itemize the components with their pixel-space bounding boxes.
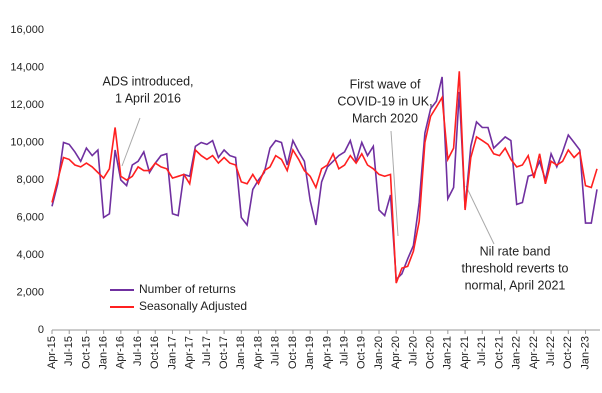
- x-tick-label: Oct-18: [287, 336, 299, 369]
- x-tick-label: Jan-21: [442, 336, 454, 370]
- x-tick-label: Jul-20: [407, 336, 419, 366]
- x-tick-label: Jul-15: [63, 336, 75, 366]
- x-tick-label: Oct-22: [562, 336, 574, 369]
- x-tick-label: Apr-19: [321, 336, 333, 369]
- x-tick-label: Oct-15: [80, 336, 92, 369]
- series-line: [51, 71, 598, 284]
- legend-label: Seasonally Adjusted: [139, 299, 247, 313]
- y-tick-label: 0: [38, 324, 44, 336]
- y-tick-label: 16,000: [10, 24, 44, 36]
- y-tick-label: 8,000: [16, 174, 44, 186]
- x-tick-label: Jul-17: [201, 336, 213, 366]
- x-tick-label: Oct-20: [425, 336, 437, 369]
- y-tick-label: 4,000: [16, 249, 44, 261]
- x-tick-label: Oct-16: [149, 336, 161, 369]
- annotation: ADS introduced,: [102, 74, 193, 88]
- annotation-leader: [465, 185, 495, 245]
- x-tick-label: Jul-18: [270, 336, 282, 366]
- annotation: March 2020: [352, 111, 418, 125]
- x-tick-label: Apr-15: [46, 336, 58, 369]
- x-tick-label: Oct-19: [356, 336, 368, 369]
- y-tick-label: 12,000: [10, 99, 44, 111]
- x-tick-label: Oct-17: [218, 336, 230, 369]
- y-tick-label: 14,000: [10, 61, 44, 73]
- annotation: First wave of: [350, 77, 421, 91]
- x-tick-label: Apr-17: [184, 336, 196, 369]
- series-line: [51, 76, 598, 282]
- x-tick-label: Jul-19: [338, 336, 350, 366]
- x-tick-label: Jul-22: [545, 336, 557, 366]
- annotation: COVID-19 in UK,: [337, 94, 432, 108]
- annotation-leader: [390, 130, 399, 237]
- x-tick-label: Jan-22: [511, 336, 523, 370]
- x-tick-label: Jan-17: [166, 336, 178, 370]
- annotation: normal, April 2021: [465, 278, 566, 292]
- x-tick-label: Jan-20: [373, 336, 385, 370]
- x-tick-label: Jan-18: [235, 336, 247, 370]
- annotation: Nil rate band: [480, 244, 551, 258]
- x-tick-label: Apr-18: [252, 336, 264, 369]
- annotation: 1 April 2016: [115, 91, 181, 105]
- y-tick-label: 6,000: [16, 211, 44, 223]
- x-tick-label: Apr-22: [528, 336, 540, 369]
- x-tick-label: Jan-23: [579, 336, 591, 370]
- x-tick-label: Apr-20: [390, 336, 402, 369]
- annotation: threshold reverts to: [462, 261, 569, 275]
- x-tick-label: Jan-16: [98, 336, 110, 370]
- x-tick-label: Jan-19: [304, 336, 316, 370]
- y-tick-label: 2,000: [16, 286, 44, 298]
- x-tick-label: Apr-16: [115, 336, 127, 369]
- x-tick-label: Jul-16: [132, 336, 144, 366]
- x-tick-label: Oct-21: [493, 336, 505, 369]
- legend-label: Number of returns: [139, 282, 236, 296]
- x-tick-label: Apr-21: [459, 336, 471, 369]
- y-tick-label: 10,000: [10, 136, 44, 148]
- annotation-leader: [121, 117, 141, 167]
- x-tick-label: Jul-21: [476, 336, 488, 366]
